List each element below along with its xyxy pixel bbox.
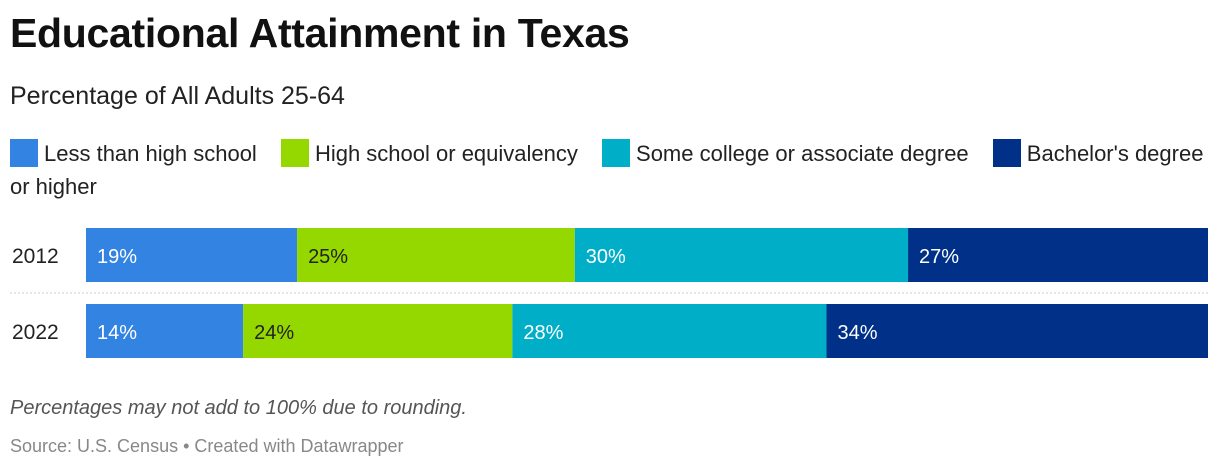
data-label: 28% [523, 322, 563, 344]
footer-source: Source: U.S. Census • Created with Dataw… [10, 436, 404, 457]
data-label: 34% [838, 322, 878, 344]
bar-segment [512, 304, 827, 358]
row-label: 2012 [12, 245, 59, 268]
source-text: Source: U.S. Census [10, 436, 179, 456]
data-label: 19% [97, 246, 137, 268]
chart-note: Percentages may not add to 100% due to r… [10, 397, 467, 419]
chart-subtitle: Percentage of All Adults 25-64 [10, 82, 345, 110]
legend-item-high-school: High school or equivalency [280, 139, 578, 167]
bar-segment [574, 228, 909, 282]
legend-label: Some college or associate degree [636, 141, 969, 166]
legend-label: High school or equivalency [314, 141, 578, 166]
data-label: 24% [254, 322, 294, 344]
bar-segment [826, 304, 1208, 358]
legend-swatch [280, 139, 309, 167]
data-label: 14% [97, 322, 137, 344]
data-label: 30% [586, 246, 626, 268]
legend-item-less-than-high-school: Less than high school [10, 139, 257, 167]
footer-separator: • [183, 436, 190, 456]
legend: Less than high school High school or equ… [10, 137, 1215, 203]
credit-text: Created with Datawrapper [194, 436, 404, 456]
legend-item-some-college: Some college or associate degree [602, 139, 969, 167]
legend-label: Less than high school [44, 141, 257, 166]
stacked-bar-chart: 2012 19% 25% 30% 27% 2022 14% 24% 28% 34% [10, 228, 1208, 358]
legend-swatch [10, 139, 38, 167]
bar-segment [297, 228, 575, 282]
bar-segment [86, 304, 244, 358]
legend-swatch [602, 139, 631, 167]
data-label: 25% [308, 246, 348, 268]
legend-swatch [992, 139, 1021, 167]
bar-segment [86, 228, 298, 282]
legend-item-bachelors: Bachelor's degree or higher [10, 139, 1204, 199]
legend-label: Bachelor's degree or higher [10, 141, 1204, 199]
row-label: 2022 [12, 321, 59, 344]
data-label: 27% [919, 246, 959, 268]
bar-segment [908, 228, 1208, 282]
bar-segment [243, 304, 513, 358]
chart-title: Educational Attainment in Texas [10, 10, 630, 56]
